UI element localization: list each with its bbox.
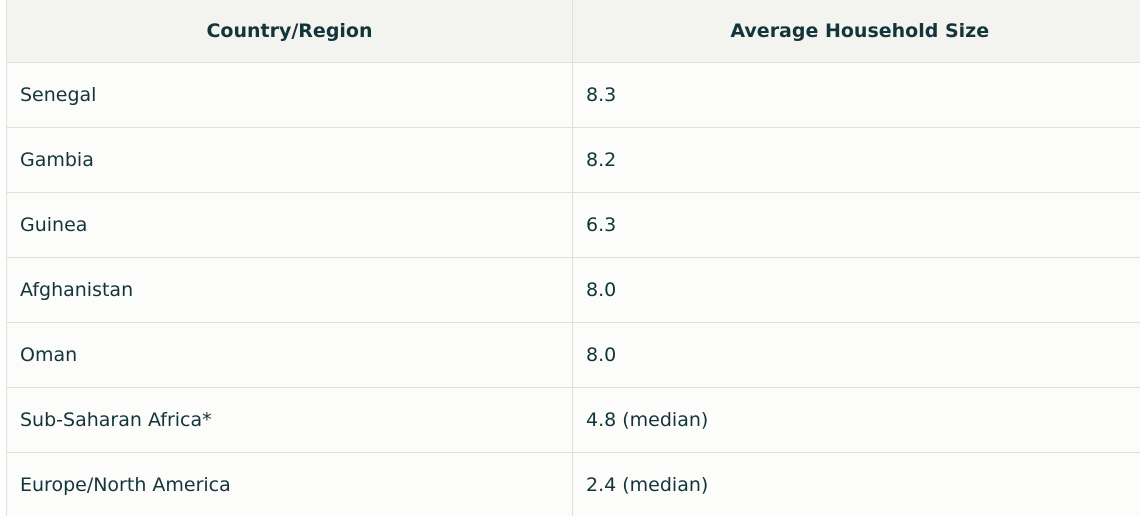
- household-table: Country/Region Average Household Size Sen…: [6, 0, 1140, 516]
- size-cell: 8.3: [572, 62, 1140, 128]
- table-row: Gambia 8.2: [6, 127, 1140, 193]
- header-row: Country/Region Average Household Size: [6, 0, 1140, 63]
- region-cell: Afghanistan: [6, 257, 573, 323]
- table-row: Europe/North America 2.4 (median): [6, 452, 1140, 516]
- size-cell: 6.3: [572, 192, 1140, 258]
- table-body: Senegal 8.3 Gambia 8.2 Guinea 6.3 Afghanistan 8…: [6, 62, 1140, 516]
- size-cell: 8.0: [572, 257, 1140, 323]
- table-row: Afghanistan 8.0: [6, 257, 1140, 323]
- table-row: Oman 8.0: [6, 322, 1140, 388]
- region-cell: Sub-Saharan Africa*: [6, 387, 573, 453]
- header-cell: Average Household Size: [572, 0, 1140, 63]
- size-cell: 4.8 (median): [572, 387, 1140, 453]
- table-row: Senegal 8.3: [6, 62, 1140, 128]
- region-cell: Gambia: [6, 127, 573, 193]
- region-cell: Oman: [6, 322, 573, 388]
- table-head: Country/Region Average Household Size: [6, 0, 1140, 63]
- table-container: Country/Region Average Household Size Sen…: [6, 0, 1140, 516]
- table-row: Sub-Saharan Africa* 4.8 (median): [6, 387, 1140, 453]
- table-row: Guinea 6.3: [6, 192, 1140, 258]
- region-cell: Europe/North America: [6, 452, 573, 516]
- header-cell: Country/Region: [6, 0, 573, 63]
- region-cell: Guinea: [6, 192, 573, 258]
- size-cell: 2.4 (median): [572, 452, 1140, 516]
- size-cell: 8.2: [572, 127, 1140, 193]
- size-cell: 8.0: [572, 322, 1140, 388]
- region-cell: Senegal: [6, 62, 573, 128]
